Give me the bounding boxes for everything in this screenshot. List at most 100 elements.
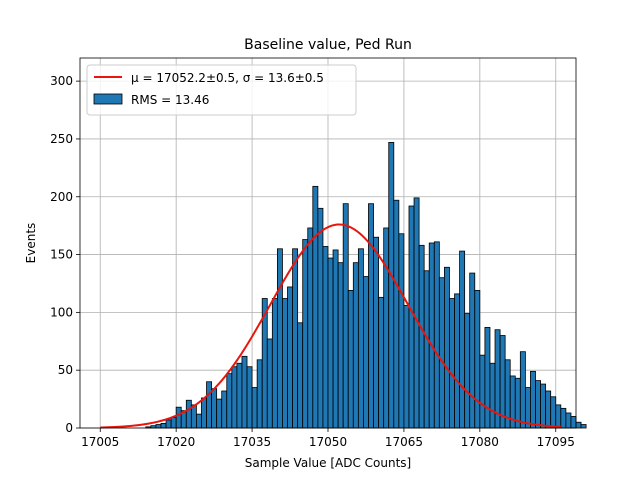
histogram-bar: [160, 422, 167, 429]
histogram-bar: [449, 298, 455, 429]
histogram-bar: [292, 248, 299, 429]
histogram-bar: [256, 359, 263, 429]
histogram-bar: [474, 290, 481, 429]
histogram-bar: [352, 262, 359, 429]
histogram-bar: [580, 424, 587, 429]
histogram-bar: [337, 262, 344, 429]
histogram-bar: [519, 351, 526, 429]
histogram-bar: [469, 272, 476, 429]
histogram-bar: [555, 404, 562, 429]
y-tick-label: 150: [50, 248, 73, 262]
histogram-bar: [246, 366, 253, 429]
histogram-bar: [545, 390, 552, 429]
histogram-bar: [251, 387, 258, 429]
y-tick-label: 50: [58, 363, 73, 377]
histogram-bar: [423, 270, 430, 429]
y-tick-label: 100: [50, 305, 73, 319]
histogram-bar: [266, 338, 273, 429]
histogram-bar: [201, 397, 207, 429]
x-axis-ticks: 17005 17020 17035 17050 17065 17080 17095: [81, 428, 575, 449]
histogram-bar: [297, 322, 304, 429]
histogram-bar: [363, 276, 369, 429]
histogram-bar: [433, 241, 440, 429]
histogram-bar: [438, 277, 445, 429]
histogram-bar: [540, 383, 547, 429]
histogram-bar: [317, 207, 324, 429]
histogram-bar: [155, 424, 162, 429]
histogram-bar: [565, 412, 572, 429]
histogram-bar: [413, 197, 420, 429]
x-tick-label: 17065: [385, 435, 423, 449]
histogram-bar: [378, 296, 385, 429]
histogram-bar: [170, 417, 177, 429]
x-axis-label: Sample Value [ADC Counts]: [245, 456, 411, 470]
histogram-bar: [560, 407, 567, 429]
histogram-bar: [489, 362, 496, 429]
histogram-bar: [347, 290, 354, 429]
histogram-bar: [211, 388, 218, 429]
histogram-bar: [383, 227, 390, 429]
histogram-bar: [342, 203, 349, 429]
x-tick-label: 17035: [233, 435, 271, 449]
histogram-bar: [444, 266, 450, 429]
histogram-bar: [418, 244, 425, 429]
legend-box: [86, 64, 357, 116]
histogram-bar: [236, 362, 243, 429]
histogram-bar: [196, 413, 202, 429]
histogram-bar: [530, 370, 536, 429]
histogram-bar: [312, 185, 319, 429]
x-tick-label: 17080: [461, 435, 499, 449]
histogram-bar: [550, 396, 557, 429]
histogram-bar: [276, 248, 283, 429]
histogram-bar: [282, 298, 288, 429]
y-axis-label: Events: [24, 223, 38, 264]
histogram-bar: [428, 242, 435, 429]
histogram-bar: [479, 354, 486, 429]
histogram-bar: [459, 250, 466, 429]
histogram-bar: [570, 416, 577, 429]
histogram-bar: [221, 390, 228, 429]
y-tick-label: 200: [50, 190, 73, 204]
histogram-bar: [464, 313, 471, 429]
histogram-bar: [373, 236, 380, 429]
histogram-bar: [185, 399, 192, 429]
histogram-bars: [145, 142, 587, 429]
x-tick-label: 17005: [81, 435, 119, 449]
histogram-bar: [535, 380, 541, 429]
histogram-bar: [322, 246, 329, 429]
histogram-bar: [307, 227, 314, 429]
histogram-bar: [165, 419, 172, 429]
histogram-bar: [484, 327, 491, 429]
histogram-bar: [357, 248, 364, 429]
histogram-bar: [368, 203, 374, 429]
legend: μ = 17052.2±0.5, σ = 13.6±0.5 RMS = 13.4…: [86, 64, 357, 116]
histogram-bar: [287, 286, 293, 429]
histogram-bar: [216, 398, 223, 429]
x-tick-label: 17020: [157, 435, 195, 449]
gaussian-fit-curve: [100, 223, 561, 429]
legend-histogram-swatch: [93, 93, 123, 105]
y-tick-label: 300: [50, 74, 73, 88]
legend-fit-label: μ = 17052.2±0.5, σ = 13.6±0.5: [131, 71, 324, 85]
x-tick-label: 17095: [537, 435, 575, 449]
histogram-bar: [388, 142, 395, 429]
histogram-bar: [393, 199, 400, 429]
histogram-bar: [175, 406, 182, 429]
legend-histogram-label: RMS = 13.46: [131, 93, 209, 107]
histogram-bar: [226, 373, 233, 429]
y-tick-label: 250: [50, 132, 73, 146]
histogram-bar: [302, 239, 309, 429]
histogram-bar: [241, 355, 248, 429]
histogram-bar: [271, 298, 278, 429]
histogram-bar: [403, 305, 410, 429]
histogram-bar: [398, 233, 405, 429]
histogram-bar: [206, 381, 212, 429]
histogram-bar: [408, 205, 415, 429]
x-tick-label: 17050: [309, 435, 347, 449]
y-axis-ticks: 0 50 100 150 200 250 300: [50, 74, 80, 435]
histogram-bar: [575, 421, 582, 429]
histogram-bar: [327, 257, 334, 429]
histogram-bar: [332, 249, 339, 429]
histogram-bar: [454, 293, 460, 429]
